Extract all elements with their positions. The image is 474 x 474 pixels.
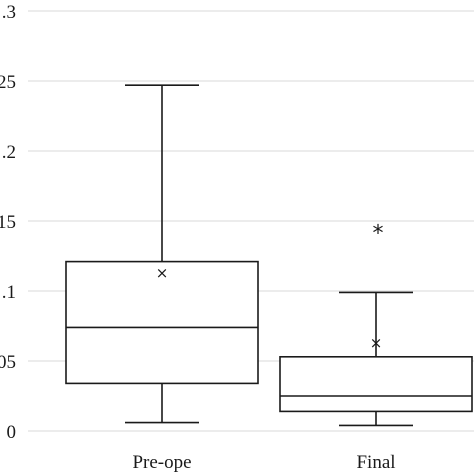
x-category-label: Pre-ope [132,452,191,473]
x-axis-labels: Pre-ope Final [132,452,395,473]
iqr-box [279,355,473,413]
y-tick-label: .2 [2,142,16,163]
y-tick-label: .05 [0,352,16,373]
box-final: ×* [279,221,473,427]
iqr-box [65,260,259,385]
mean-marker: × [156,264,169,282]
outlier-marker: * [373,221,384,246]
y-tick-label: .1 [2,282,16,303]
boxes: ××* [65,84,473,427]
mean-marker: × [370,334,383,352]
y-tick-label: .3 [2,2,16,23]
y-tick-label: .25 [0,72,16,93]
box-pre-ope: × [65,84,259,424]
y-axis-ticks: 0 .05 .1 .15 .2 .25 .3 [0,2,16,443]
y-tick-label: .15 [0,212,16,233]
x-category-label: Final [356,452,395,473]
y-tick-label: 0 [7,422,17,443]
